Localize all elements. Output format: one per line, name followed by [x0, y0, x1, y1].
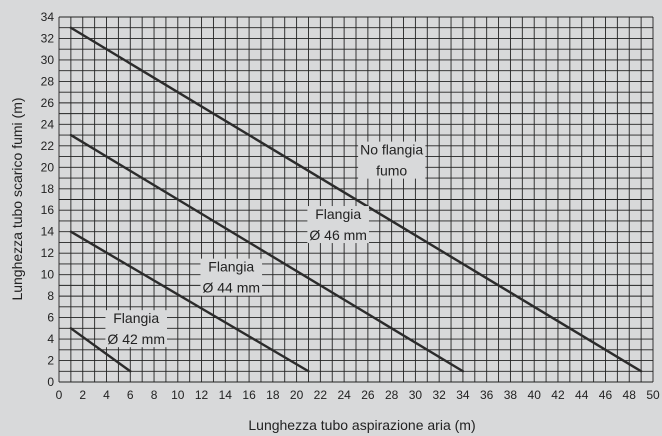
- x-tick-label: 10: [171, 388, 185, 402]
- y-tick-label: 32: [41, 31, 55, 45]
- annotation-text: No flangia: [360, 142, 423, 158]
- y-tick-label: 24: [41, 117, 55, 131]
- x-axis-label: Lunghezza tubo aspirazione aria (m): [248, 417, 475, 433]
- annotation-background: [105, 310, 168, 348]
- x-tick-label: 16: [242, 388, 256, 402]
- y-tick-label: 14: [41, 225, 55, 239]
- y-tick-label: 4: [47, 332, 54, 346]
- y-tick-label: 8: [47, 289, 54, 303]
- x-tick-label: 24: [337, 388, 351, 402]
- x-tick-label: 20: [290, 388, 304, 402]
- x-tick-label: 32: [432, 388, 446, 402]
- x-tick-label: 2: [79, 388, 86, 402]
- x-tick-label: 26: [361, 388, 375, 402]
- annotation-text: Flangia: [208, 259, 254, 275]
- x-tick-label: 4: [103, 388, 110, 402]
- x-tick-label: 14: [219, 388, 233, 402]
- y-axis-label: Lunghezza tubo scarico fumi (m): [9, 97, 25, 300]
- y-tick-label: 22: [41, 139, 55, 153]
- series-line-3: [69, 133, 465, 373]
- annotation-text: fumo: [376, 163, 407, 179]
- x-tick-label: 44: [575, 388, 589, 402]
- annotation-text: Ø 42 mm: [107, 331, 165, 347]
- series-line-4: [69, 26, 643, 373]
- x-tick-label: 42: [551, 388, 565, 402]
- y-tick-label: 2: [47, 354, 54, 368]
- annotation-3: Flangia Ø 46 mm: [307, 206, 369, 244]
- y-tick-label: 18: [41, 182, 55, 196]
- annotation-background: [200, 258, 263, 296]
- x-tick-label: 30: [409, 388, 423, 402]
- x-tick-label: 28: [385, 388, 399, 402]
- y-tick-label: 0: [47, 375, 54, 389]
- x-tick-label: 0: [56, 388, 63, 402]
- x-tick-label: 34: [456, 388, 470, 402]
- x-tick-label: 12: [195, 388, 209, 402]
- series-line-2: [69, 230, 310, 373]
- annotation-text: Flangia: [315, 206, 361, 222]
- annotation-text: Ø 46 mm: [309, 227, 367, 243]
- annotation-background: [358, 141, 426, 179]
- x-tick-label: 6: [127, 388, 134, 402]
- y-tick-label: 30: [41, 53, 55, 67]
- x-tick-label: 48: [623, 388, 637, 402]
- x-tick-label: 22: [314, 388, 328, 402]
- y-tick-label: 34: [41, 10, 55, 24]
- y-tick-label: 20: [41, 160, 55, 174]
- x-tick-label: 40: [528, 388, 542, 402]
- y-tick-label: 12: [41, 246, 55, 260]
- y-tick-label: 26: [41, 96, 55, 110]
- annotation-text: Flangia: [113, 310, 159, 326]
- x-tick-label: 18: [266, 388, 280, 402]
- x-tick-label: 50: [646, 388, 660, 402]
- annotation-2: Flangia Ø 44 mm: [200, 258, 263, 296]
- y-tick-label: 6: [47, 311, 54, 325]
- y-tick-label: 10: [41, 268, 55, 282]
- y-tick-label: 16: [41, 203, 55, 217]
- x-tick-label: 36: [480, 388, 494, 402]
- x-tick-label: 46: [599, 388, 613, 402]
- x-tick-label: 8: [151, 388, 158, 402]
- y-tick-label: 28: [41, 74, 55, 88]
- series-line-1: [69, 327, 132, 373]
- x-tick-label: 38: [504, 388, 518, 402]
- annotation-background: [307, 206, 369, 244]
- annotation-text: Ø 44 mm: [202, 280, 260, 296]
- annotation-4: No flangia fumo: [358, 141, 426, 179]
- annotation-1: Flangia Ø 42 mm: [105, 310, 168, 348]
